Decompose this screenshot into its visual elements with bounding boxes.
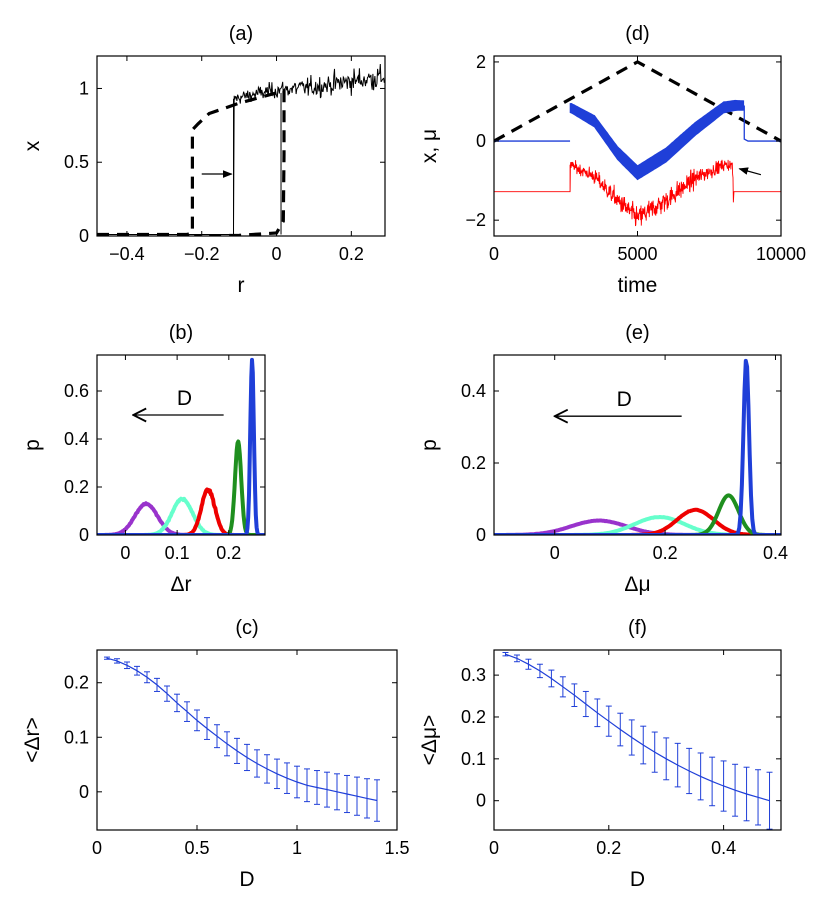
x-tick-label: 5000 xyxy=(617,244,657,264)
y-axis-label: <Δμ> xyxy=(418,715,441,766)
panel-title: (b) xyxy=(169,322,193,344)
panel-c: (c) D <Δr> 0 0.5 1 1.5 0 0.1 0.2 xyxy=(21,617,410,891)
axes-frame xyxy=(96,55,386,237)
y-tick-label: 0.1 xyxy=(64,727,89,747)
x-tick-label: −0.4 xyxy=(109,244,145,264)
panel-title: (a) xyxy=(229,23,253,45)
series-hysteresis-loop-dashed- xyxy=(97,88,286,236)
panel-title: (c) xyxy=(235,617,258,639)
x-tick-label: 0 xyxy=(489,244,499,264)
panel-a: (a) r x −0.4 −0.2 0 0.2 0 0.5 1 xyxy=(21,23,386,297)
series-ramp-dashed- xyxy=(494,60,781,143)
panel-title: (e) xyxy=(625,322,649,344)
x-axis-label: D xyxy=(239,868,254,891)
y-tick-label: 0.6 xyxy=(64,381,89,401)
x-axis-label: Δμ xyxy=(624,573,650,596)
y-tick-label: 0 xyxy=(476,525,486,545)
x-tick-label: 0 xyxy=(120,543,130,563)
x-tick-label: 0.2 xyxy=(653,543,678,563)
y-tick-label: 0.3 xyxy=(461,665,486,685)
y-tick-label: 0.4 xyxy=(64,429,89,449)
panel-b: (b) Δr p 0 0.1 0.2 0 0.2 0.4 0.6 D xyxy=(21,322,266,596)
y-tick-label: 0 xyxy=(79,525,89,545)
y-tick-label: 0.2 xyxy=(461,453,486,473)
series-noisy-trajectory xyxy=(97,63,385,236)
series-x-blue-band- xyxy=(569,99,745,181)
series-purple xyxy=(97,501,265,535)
axes-frame xyxy=(96,354,266,536)
x-tick-label: 1.5 xyxy=(384,838,409,858)
annotation-arrow xyxy=(738,167,762,176)
y-tick-label: 2 xyxy=(476,52,486,72)
y-tick-label: 0.2 xyxy=(461,707,486,727)
x-axis-label: r xyxy=(238,274,245,297)
plot-area-a xyxy=(97,63,385,236)
series-green xyxy=(97,439,265,535)
y-tick-label: 0.2 xyxy=(64,673,89,693)
axes-frame xyxy=(493,55,782,237)
x-tick-label: 0 xyxy=(272,244,282,264)
x-tick-label: 0.4 xyxy=(711,838,736,858)
y-tick-label: 1 xyxy=(79,78,89,98)
panel-f: (f) D <Δμ> 0 0.2 0.4 0 0.1 0.2 0.3 xyxy=(418,617,782,891)
panel-title: (d) xyxy=(625,23,649,45)
x-tick-label: 0 xyxy=(489,838,499,858)
series-green xyxy=(494,493,781,535)
y-tick-label: 0.4 xyxy=(461,381,486,401)
x-tick-label: 1 xyxy=(292,838,302,858)
x-axis-label: time xyxy=(618,274,658,297)
y-tick-label: 0 xyxy=(79,226,89,246)
y-tick-label: −2 xyxy=(465,210,486,230)
x-tick-label: 0.2 xyxy=(596,838,621,858)
arrow-label-D: D xyxy=(177,387,192,410)
y-tick-label: 0 xyxy=(476,791,486,811)
series--red- xyxy=(494,159,781,227)
series-x-blue-band--right xyxy=(743,105,781,142)
y-tick-label: 0 xyxy=(79,782,89,802)
axes-frame xyxy=(96,649,398,831)
x-tick-label: 0.2 xyxy=(339,244,364,264)
axes-frame xyxy=(493,649,782,831)
arrow-label-D: D xyxy=(617,388,632,411)
x-tick-label: −0.2 xyxy=(184,244,220,264)
y-tick-label: 0.1 xyxy=(461,749,486,769)
x-tick-label: 0 xyxy=(550,543,560,563)
series-aquamarine xyxy=(97,496,265,535)
panel-e: (e) Δμ p 0 0.2 0.4 0 0.2 0.4 D xyxy=(418,322,788,596)
x-tick-label: 0 xyxy=(92,838,102,858)
x-axis-label: D xyxy=(630,868,645,891)
x-tick-label: 0.4 xyxy=(763,543,788,563)
plot-area-f xyxy=(502,652,773,830)
y-axis-label: p xyxy=(418,439,441,451)
axes-frame xyxy=(493,354,782,536)
y-axis-label: x, μ xyxy=(418,129,441,163)
plot-area-c xyxy=(104,656,380,822)
x-tick-label: 10000 xyxy=(756,244,806,264)
y-axis-label: <Δr> xyxy=(21,717,44,763)
y-axis-label: p xyxy=(21,439,44,451)
y-tick-label: 0 xyxy=(476,131,486,151)
series-red xyxy=(97,487,265,535)
x-tick-label: 0.5 xyxy=(184,838,209,858)
plot-area-e xyxy=(494,358,781,535)
panel-title: (f) xyxy=(628,617,647,639)
x-tick-label: 0.1 xyxy=(165,543,190,563)
y-tick-label: 0.2 xyxy=(64,477,89,497)
x-tick-label: 0.2 xyxy=(216,543,241,563)
y-axis-label: x xyxy=(21,140,44,151)
mean-line xyxy=(106,657,378,802)
mean-line xyxy=(505,653,770,802)
x-axis-label: Δr xyxy=(170,573,191,596)
plot-area-d xyxy=(494,60,781,227)
y-tick-label: 0.5 xyxy=(64,152,89,172)
